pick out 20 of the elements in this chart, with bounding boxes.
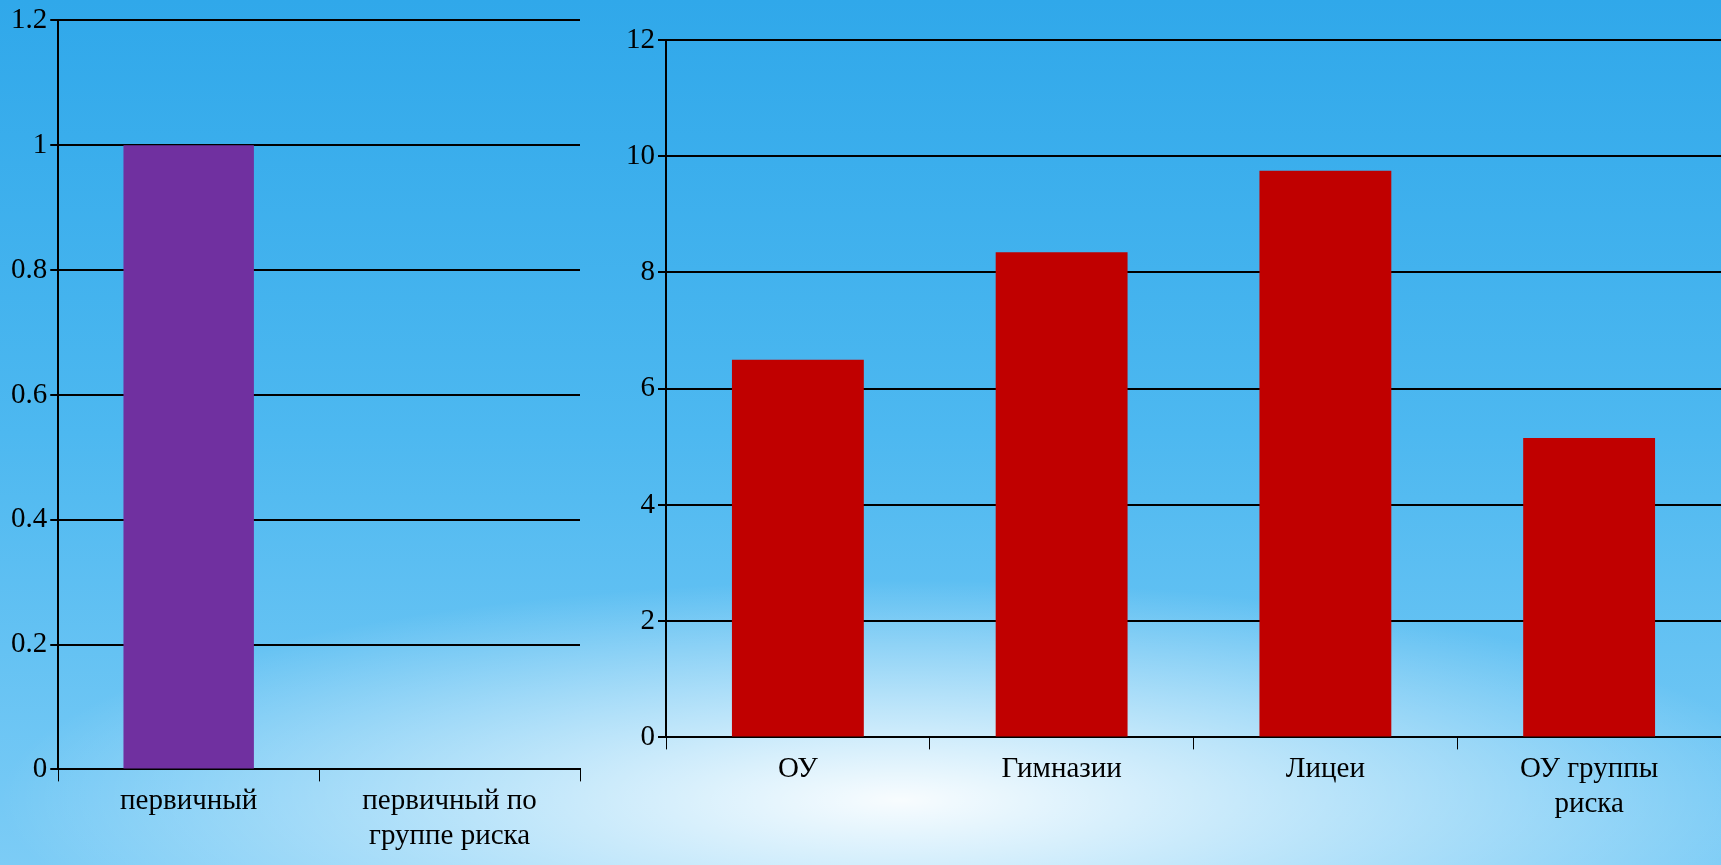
y-tick-label: 4 [640, 486, 656, 519]
y-tick-label: 0.8 [11, 251, 48, 284]
y-tick-label: 0.4 [11, 501, 48, 534]
x-tick-label: первичный по группе риска [362, 783, 537, 851]
x-tick-label: первичный [120, 783, 258, 816]
x-tick-label: ОУ [777, 751, 819, 784]
y-tick-label: 2 [640, 602, 655, 635]
y-tick-label: 6 [640, 370, 655, 403]
y-tick-label: 10 [626, 137, 655, 170]
x-tick-label: Гимназии [1001, 751, 1122, 784]
y-tick-label: 1 [32, 126, 48, 159]
x-tick-label: ОУ группы риска [1520, 751, 1659, 819]
y-tick-label: 0.6 [11, 376, 48, 409]
y-tick-label: 0.2 [11, 626, 48, 659]
y-tick-label: 0 [32, 751, 48, 784]
y-tick-label: 12 [626, 21, 655, 54]
y-tick-label: 0 [640, 719, 655, 752]
y-tick-label: 1.2 [11, 2, 48, 35]
y-tick-label: 8 [640, 254, 655, 287]
x-tick-label: Лицеи [1285, 751, 1365, 784]
